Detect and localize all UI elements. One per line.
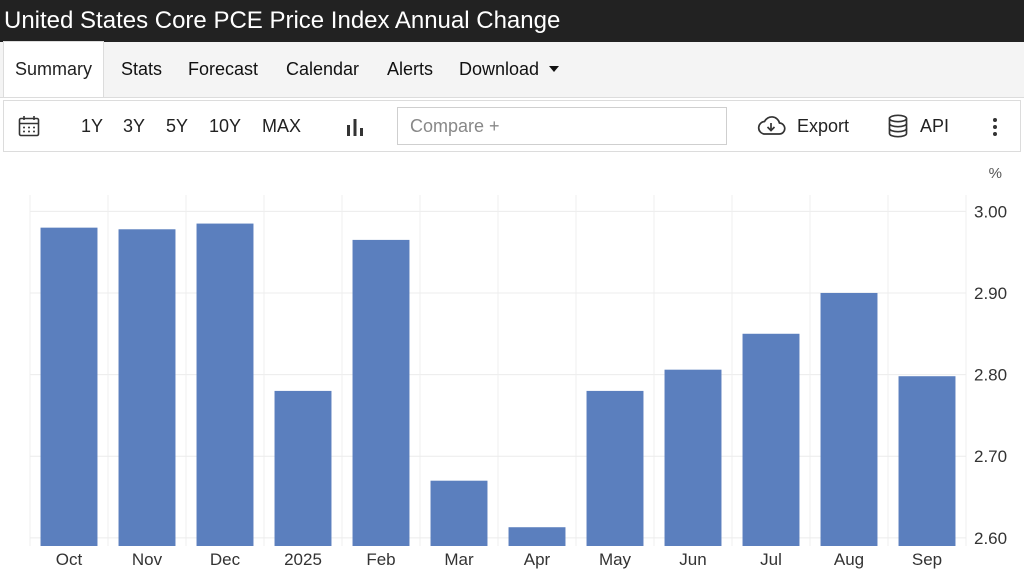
x-tick-label: Aug xyxy=(834,550,864,569)
x-tick-label: Sep xyxy=(912,550,942,569)
tab-stats[interactable]: Stats xyxy=(121,59,163,79)
cloud-download-icon[interactable] xyxy=(756,115,786,137)
compare-input[interactable] xyxy=(397,107,727,145)
bar xyxy=(274,390,332,546)
tab-download[interactable]: Download xyxy=(459,42,560,96)
range-1y-button[interactable]: 1Y xyxy=(81,116,104,136)
tab-calendar[interactable]: Calendar xyxy=(286,59,360,79)
database-icon[interactable] xyxy=(887,114,909,138)
tab-bar: Summary Stats Forecast Calendar Alerts D… xyxy=(0,41,1024,98)
calendar-icon[interactable] xyxy=(18,115,40,137)
x-tick-label: Dec xyxy=(210,550,241,569)
range-5y-button[interactable]: 5Y xyxy=(166,116,189,136)
more-vert-icon[interactable] xyxy=(988,116,1002,138)
x-tick-label: 2025 xyxy=(284,550,322,569)
bar xyxy=(586,390,644,546)
export-button[interactable]: Export xyxy=(797,116,850,136)
x-tick-label: Oct xyxy=(56,550,83,569)
bar xyxy=(742,333,800,546)
x-tick-label: Jun xyxy=(679,550,706,569)
bar xyxy=(196,223,254,546)
x-tick-label: Jul xyxy=(760,550,782,569)
bar xyxy=(898,376,956,546)
range-max-button[interactable]: MAX xyxy=(262,116,302,136)
bar xyxy=(508,527,566,546)
bar xyxy=(352,239,410,546)
title-bar: United States Core PCE Price Index Annua… xyxy=(0,0,1024,42)
bar xyxy=(820,292,878,546)
bar xyxy=(430,480,488,546)
tab-forecast[interactable]: Forecast xyxy=(188,59,259,79)
x-tick-label: May xyxy=(599,550,632,569)
range-3y-button[interactable]: 3Y xyxy=(123,116,146,136)
y-tick-label: 2.90 xyxy=(974,284,1007,303)
tab-summary[interactable]: Summary xyxy=(3,41,105,97)
y-tick-label: 2.80 xyxy=(974,366,1007,385)
bar xyxy=(664,369,722,546)
x-tick-label: Apr xyxy=(524,550,551,569)
caret-down-icon xyxy=(549,65,560,72)
range-10y-button[interactable]: 10Y xyxy=(209,116,242,136)
x-tick-label: Mar xyxy=(444,550,474,569)
tab-alerts[interactable]: Alerts xyxy=(387,59,434,79)
x-tick-label: Nov xyxy=(132,550,163,569)
bar xyxy=(40,227,98,546)
chart-area: 3.00 2.90 2.80 2.70 2.60% Oct Nov Dec 2025 Feb Mar… xyxy=(0,152,1024,577)
y-tick-label: 2.60 xyxy=(974,529,1007,548)
x-tick-label: Feb xyxy=(366,550,395,569)
bar-chart-icon[interactable] xyxy=(344,116,366,138)
y-unit-label: % xyxy=(989,165,1002,182)
tab-download-label: Download xyxy=(459,59,540,79)
bar xyxy=(118,229,176,546)
chart-toolbar: 1Y 3Y 5Y 10Y MAX Export API xyxy=(3,100,1021,152)
bar-chart: 3.00 2.90 2.80 2.70 2.60% Oct Nov Dec 2025 Feb Mar… xyxy=(29,165,1007,569)
page-title: United States Core PCE Price Index Annua… xyxy=(4,7,561,34)
y-tick-label: 3.00 xyxy=(974,202,1007,221)
api-button[interactable]: API xyxy=(920,116,950,136)
y-tick-label: 2.70 xyxy=(974,447,1007,466)
